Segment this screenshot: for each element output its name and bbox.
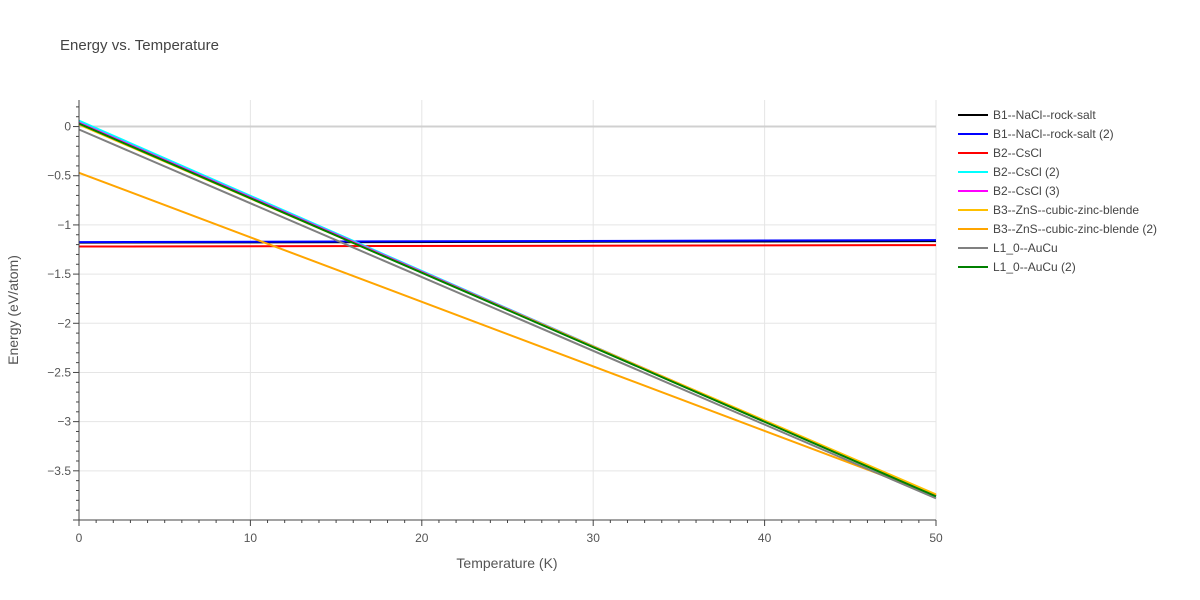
x-tick-label: 20 (415, 531, 429, 545)
legend-label: B1--NaCl--rock-salt (993, 108, 1096, 122)
x-tick-label: 0 (76, 531, 83, 545)
legend-label: B2--CsCl (2) (993, 165, 1060, 179)
series-line-9 (78, 122, 937, 498)
legend-label: B3--ZnS--cubic-zinc-blende (993, 203, 1139, 217)
chart-title: Energy vs. Temperature (60, 37, 219, 54)
legend-label: B2--CsCl (3) (993, 184, 1060, 198)
x-tick-label: 40 (758, 531, 772, 545)
x-tick-label: 30 (587, 531, 601, 545)
y-tick-label: −2 (57, 316, 71, 330)
legend-label: L1_0--AuCu (993, 241, 1058, 255)
x-axis-title: Temperature (K) (456, 555, 557, 571)
y-tick-label: −2.5 (47, 365, 71, 379)
legend-item[interactable]: B2--CsCl (2) (958, 165, 1060, 179)
x-tick-label: 10 (244, 531, 258, 545)
legend-label: B1--NaCl--rock-salt (2) (993, 127, 1114, 141)
legend-item[interactable]: B1--NaCl--rock-salt (2) (958, 127, 1114, 141)
grid (79, 100, 937, 520)
legend-item[interactable]: B3--ZnS--cubic-zinc-blende (2) (958, 222, 1157, 236)
legend-label: L1_0--AuCu (2) (993, 260, 1076, 274)
y-tick-label: −0.5 (47, 169, 71, 183)
legend-item[interactable]: B1--NaCl--rock-salt (958, 108, 1096, 122)
legend-item[interactable]: B2--CsCl (958, 146, 1042, 160)
legend-item[interactable]: L1_0--AuCu (958, 241, 1058, 255)
legend[interactable]: B1--NaCl--rock-salt B1--NaCl--rock-salt (… (958, 108, 1157, 274)
series-line-8 (78, 128, 937, 500)
legend-item[interactable]: B3--ZnS--cubic-zinc-blende (958, 203, 1139, 217)
y-tick-label: 0 (64, 120, 71, 134)
series-line-7 (78, 171, 937, 497)
y-tick-label: −1.5 (47, 267, 71, 281)
y-tick-label: −1 (57, 218, 71, 232)
y-tick-label: −3 (57, 415, 71, 429)
series-line-2 (78, 239, 937, 244)
x-tick-label: 50 (929, 531, 943, 545)
legend-item[interactable]: B2--CsCl (3) (958, 184, 1060, 198)
axes: 0 10 20 30 40 50 0 −0.5 −1 −1.5 −2 −2.5 −3 −3.5 (47, 100, 943, 545)
legend-label: B3--ZnS--cubic-zinc-blende (2) (993, 222, 1157, 236)
series-line-3 (78, 244, 937, 248)
y-axis-title: Energy (eV/atom) (5, 255, 21, 365)
series-lines (78, 119, 937, 500)
legend-label: B2--CsCl (993, 146, 1042, 160)
legend-item[interactable]: L1_0--AuCu (2) (958, 260, 1076, 274)
y-tick-label: −3.5 (47, 464, 71, 478)
